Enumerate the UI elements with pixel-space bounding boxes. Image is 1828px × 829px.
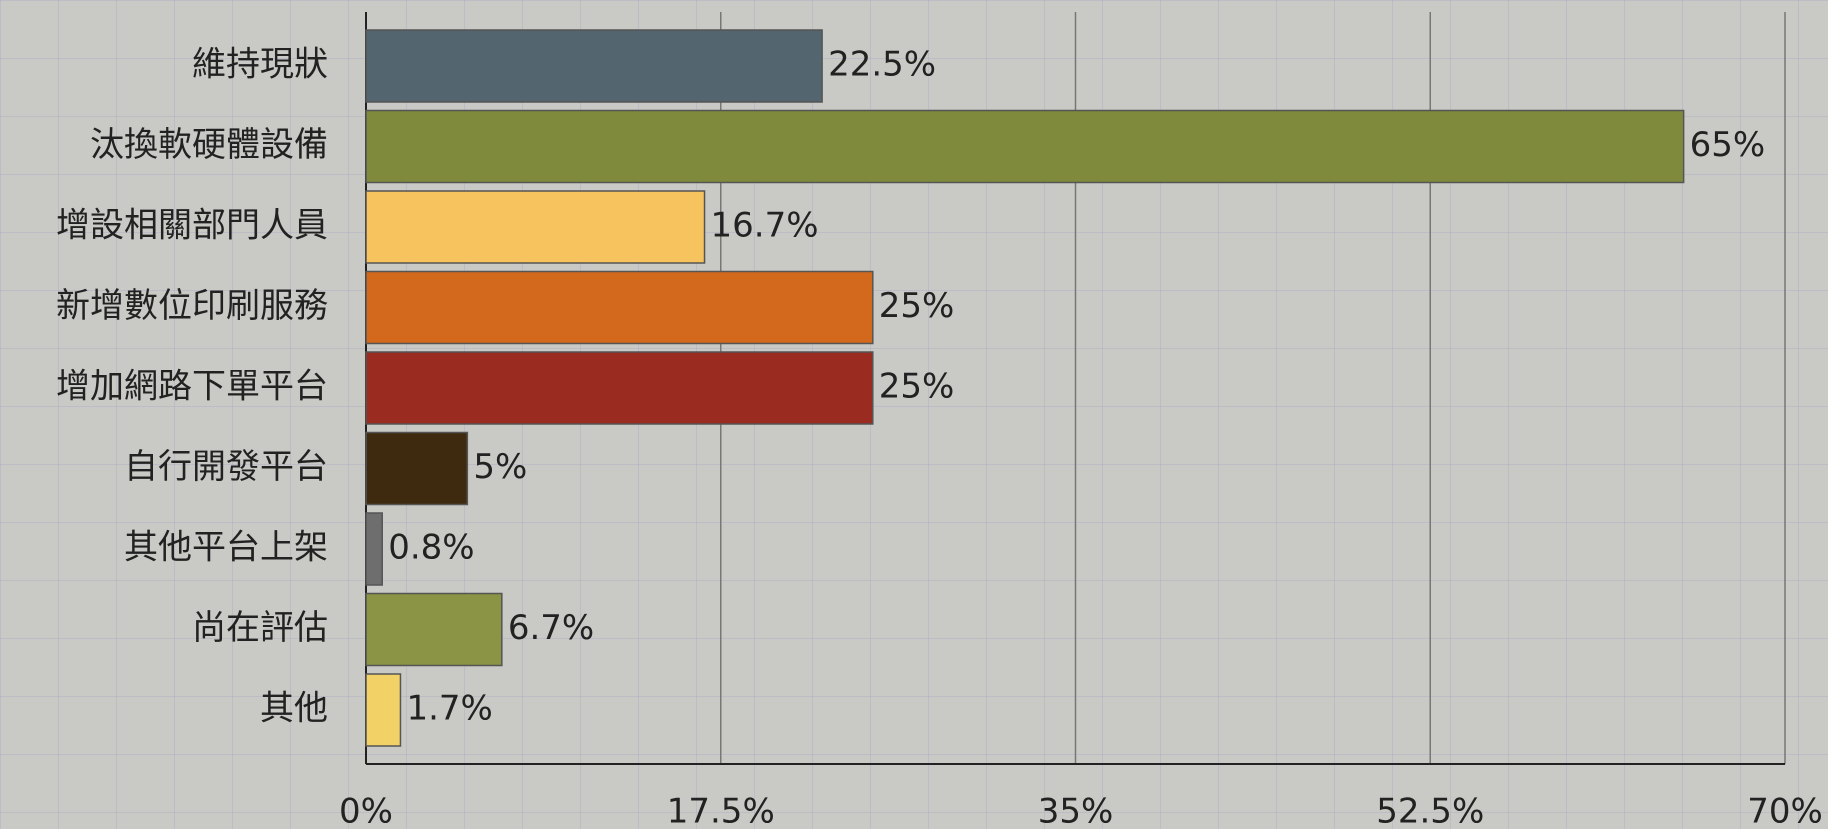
y-tick-label: 尚在評估 xyxy=(192,608,328,648)
value-label: 22.5% xyxy=(828,45,936,85)
bar xyxy=(365,351,874,425)
value-label: 65% xyxy=(1690,125,1766,165)
value-label: 1.7% xyxy=(406,689,492,729)
y-tick-label: 汰換軟硬體設備 xyxy=(90,125,328,165)
x-tick-label: 17.5% xyxy=(667,792,775,829)
bar xyxy=(365,29,823,103)
x-tick-label: 52.5% xyxy=(1376,792,1484,829)
value-label: 6.7% xyxy=(508,608,594,648)
y-tick-label: 新增數位印刷服務 xyxy=(56,286,328,326)
bar xyxy=(365,592,503,667)
x-tick-label: 70% xyxy=(1747,792,1823,829)
value-label: 25% xyxy=(879,286,955,326)
value-label: 5% xyxy=(473,447,527,487)
y-tick-label: 增設相關部門人員 xyxy=(56,206,328,246)
bar xyxy=(365,673,402,747)
value-label: 0.8% xyxy=(388,528,474,568)
bar xyxy=(365,431,469,506)
x-tick-label: 35% xyxy=(1038,792,1114,829)
y-tick-label: 自行開發平台 xyxy=(124,447,328,487)
bar xyxy=(365,109,1685,184)
value-label: 25% xyxy=(879,367,955,407)
bar xyxy=(365,190,706,264)
bar xyxy=(365,512,383,586)
y-tick-label: 維持現狀 xyxy=(192,45,328,85)
bar xyxy=(365,270,874,345)
y-tick-label: 增加網路下單平台 xyxy=(56,367,328,407)
value-label: 16.7% xyxy=(711,206,819,246)
y-tick-label: 其他平台上架 xyxy=(124,528,328,568)
x-tick-label: 0% xyxy=(339,792,393,829)
y-tick-label: 其他 xyxy=(260,689,328,729)
